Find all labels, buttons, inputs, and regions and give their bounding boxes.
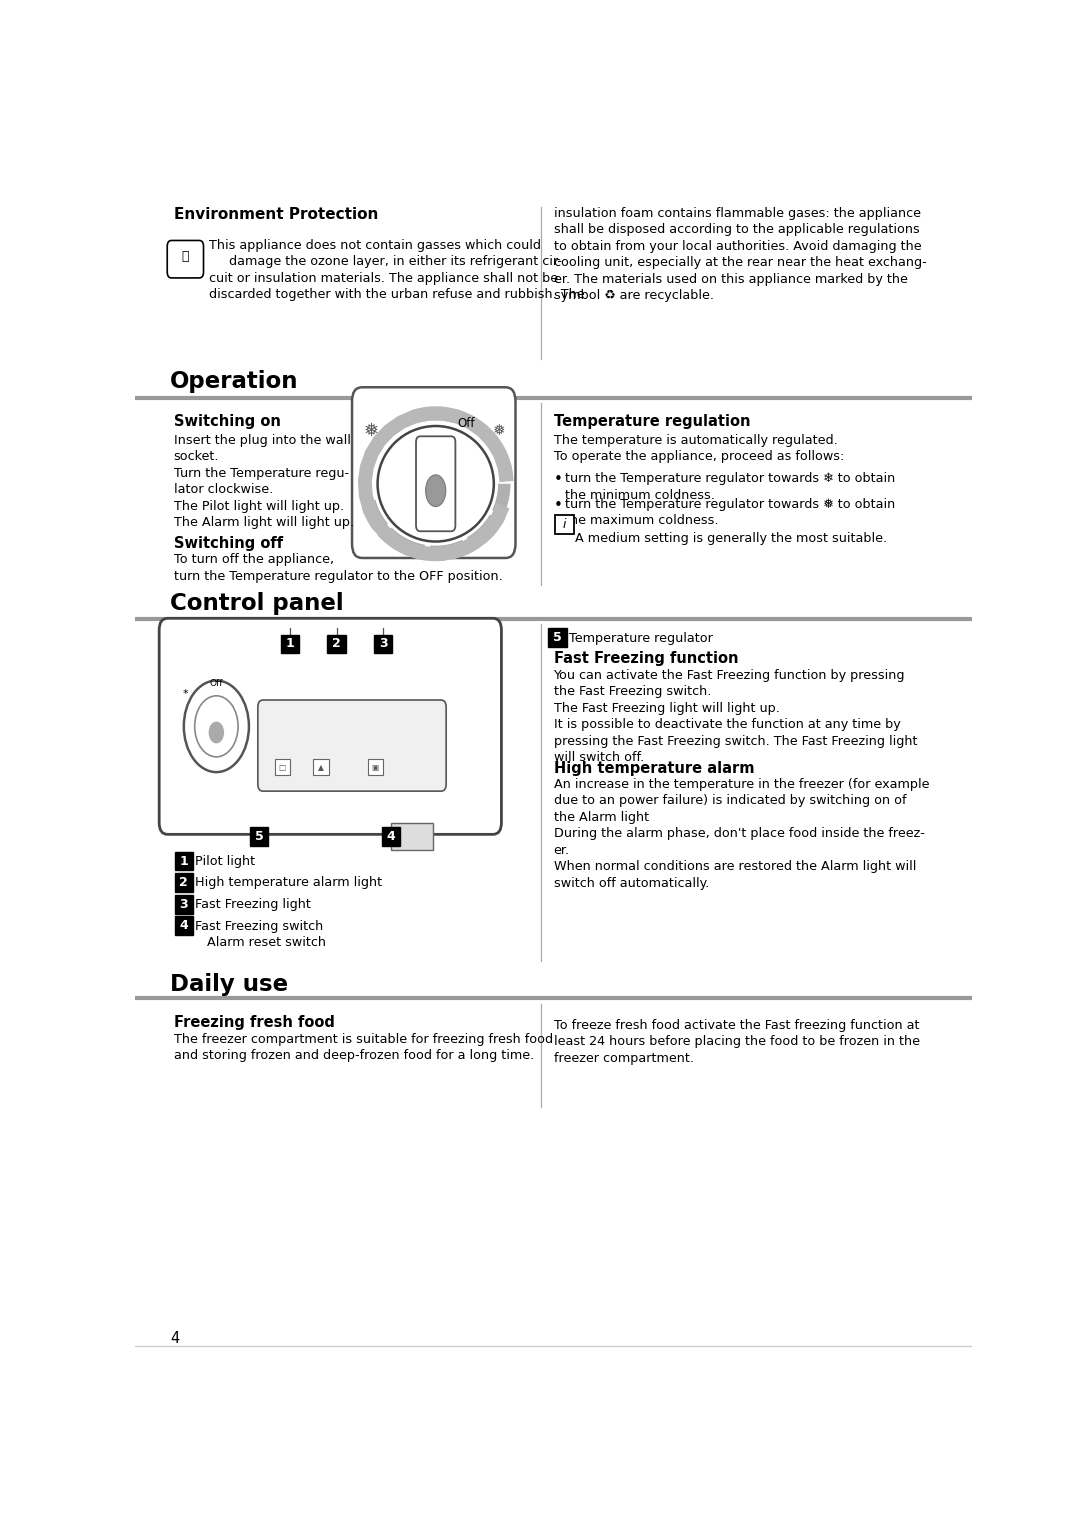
Text: 2: 2 [179, 876, 188, 890]
Circle shape [194, 696, 238, 757]
Text: 1: 1 [179, 855, 188, 867]
Text: You can activate the Fast Freezing function by pressing
the Fast Freezing switch: You can activate the Fast Freezing funct… [554, 668, 917, 764]
Text: Fast Freezing switch
   Alarm reset switch: Fast Freezing switch Alarm reset switch [195, 919, 326, 950]
Text: turn the Temperature regulator towards ❅ to obtain
the maximum coldness.: turn the Temperature regulator towards ❅… [565, 497, 895, 528]
Text: To freeze fresh food activate the Fast freezing function at
least 24 hours befor: To freeze fresh food activate the Fast f… [554, 1018, 919, 1064]
Text: 3: 3 [179, 898, 188, 911]
Ellipse shape [426, 476, 446, 506]
Text: 5: 5 [255, 830, 264, 842]
Text: To turn off the appliance,
turn the Temperature regulator to the OFF position.: To turn off the appliance, turn the Temp… [174, 553, 502, 583]
Text: This appliance does not contain gasses which could
     damage the ozone layer, : This appliance does not contain gasses w… [208, 239, 584, 301]
Text: Fast Freezing function: Fast Freezing function [554, 651, 738, 665]
FancyBboxPatch shape [258, 700, 446, 790]
FancyBboxPatch shape [416, 436, 456, 531]
FancyBboxPatch shape [281, 635, 299, 653]
Text: •: • [554, 472, 563, 488]
Text: 1: 1 [285, 638, 295, 650]
FancyBboxPatch shape [159, 618, 501, 835]
FancyBboxPatch shape [175, 873, 193, 891]
FancyBboxPatch shape [249, 827, 268, 846]
Text: Fast Freezing light: Fast Freezing light [195, 898, 311, 911]
Text: Environment Protection: Environment Protection [174, 206, 378, 222]
Text: High temperature alarm light: High temperature alarm light [195, 876, 382, 890]
Text: An increase in the temperature in the freezer (for example
due to an power failu: An increase in the temperature in the fr… [554, 778, 929, 890]
Circle shape [184, 680, 248, 772]
Text: 2: 2 [333, 638, 341, 650]
FancyBboxPatch shape [555, 515, 573, 534]
Text: Pilot light: Pilot light [195, 855, 256, 868]
FancyBboxPatch shape [391, 823, 433, 850]
Text: Freezing fresh food: Freezing fresh food [174, 1015, 335, 1031]
FancyBboxPatch shape [167, 240, 203, 278]
FancyBboxPatch shape [352, 387, 515, 558]
FancyBboxPatch shape [274, 760, 291, 775]
FancyBboxPatch shape [367, 760, 383, 775]
Text: A medium setting is generally the most suitable.: A medium setting is generally the most s… [576, 532, 888, 544]
Text: 4: 4 [179, 919, 188, 933]
Text: Operation: Operation [170, 370, 298, 393]
FancyBboxPatch shape [374, 635, 392, 653]
FancyBboxPatch shape [175, 894, 193, 914]
Text: Daily use: Daily use [170, 972, 288, 995]
FancyBboxPatch shape [327, 635, 346, 653]
Text: The freezer compartment is suitable for freezing fresh food
and storing frozen a: The freezer compartment is suitable for … [174, 1032, 553, 1063]
Text: *: * [183, 690, 188, 699]
Circle shape [208, 722, 225, 743]
FancyBboxPatch shape [381, 827, 400, 846]
Text: Insert the plug into the wall
socket.
Turn the Temperature regu-
lator clockwise: Insert the plug into the wall socket. Tu… [174, 434, 354, 529]
Text: 3: 3 [379, 638, 388, 650]
Text: ▣: ▣ [372, 763, 379, 772]
Text: The temperature is automatically regulated.
To operate the appliance, proceed as: The temperature is automatically regulat… [554, 434, 843, 463]
Text: ▲: ▲ [319, 763, 324, 772]
Text: 🌻: 🌻 [181, 251, 189, 263]
Text: ❅: ❅ [492, 424, 505, 439]
Text: 5: 5 [553, 631, 562, 644]
Text: Temperature regulation: Temperature regulation [554, 414, 750, 430]
Text: High temperature alarm: High temperature alarm [554, 761, 754, 777]
FancyBboxPatch shape [549, 628, 567, 647]
FancyBboxPatch shape [175, 852, 193, 870]
Text: □: □ [279, 763, 286, 772]
FancyBboxPatch shape [175, 916, 193, 936]
Text: Switching on: Switching on [174, 414, 281, 430]
Text: Control panel: Control panel [170, 592, 343, 615]
Text: 4: 4 [387, 830, 395, 842]
Text: Switching off: Switching off [174, 537, 283, 550]
Ellipse shape [378, 427, 494, 541]
Text: Off: Off [458, 416, 475, 430]
FancyBboxPatch shape [313, 760, 328, 775]
Text: turn the Temperature regulator towards ❄ to obtain
the minimum coldness.: turn the Temperature regulator towards ❄… [565, 472, 895, 502]
Text: 4: 4 [170, 1330, 179, 1346]
Text: insulation foam contains flammable gases: the appliance
shall be disposed accord: insulation foam contains flammable gases… [554, 206, 927, 303]
Text: Temperature regulator: Temperature regulator [569, 633, 713, 645]
Text: •: • [554, 497, 563, 512]
Text: ❅: ❅ [364, 422, 379, 440]
Text: i: i [563, 518, 566, 531]
Text: Off: Off [210, 679, 224, 688]
